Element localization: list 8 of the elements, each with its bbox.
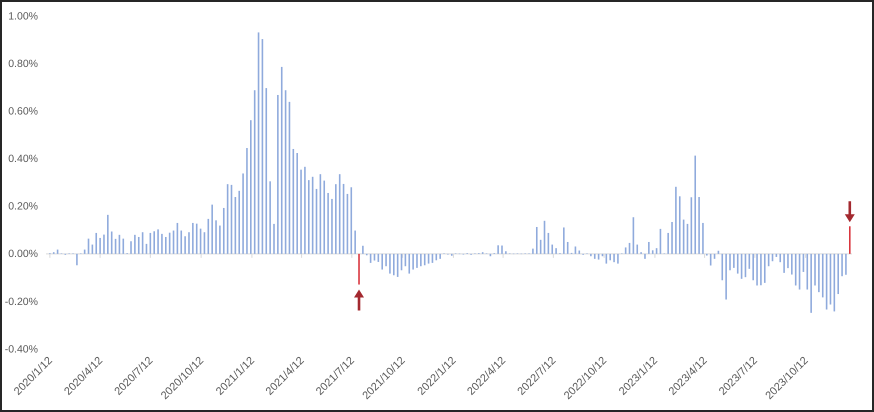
y-tick-label: 0.60% [8,106,38,118]
y-tick-label: 1.00% [8,10,38,22]
y-tick-label: -0.20% [4,296,38,308]
y-tick-label: -0.40% [4,343,38,356]
y-tick-label: 0.20% [8,200,38,213]
y-tick-label: 0.80% [8,58,38,70]
y-tick-label: 0.00% [8,248,38,260]
y-tick-label: 0.40% [8,153,38,166]
